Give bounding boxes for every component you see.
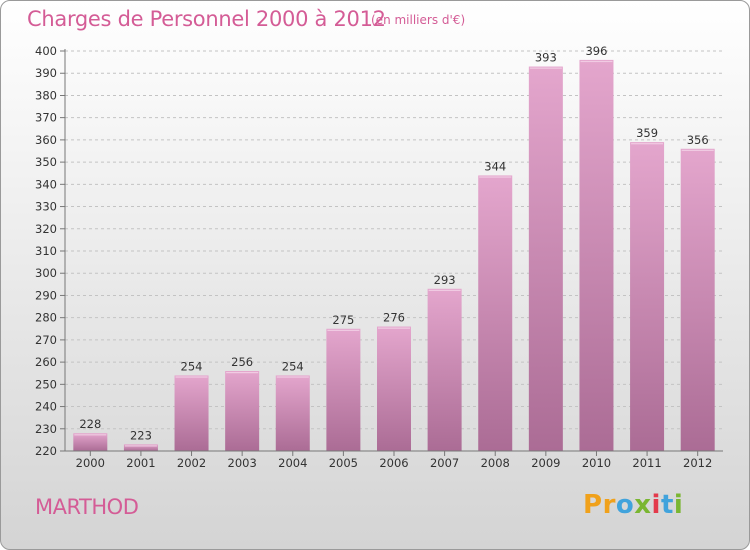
bar: [123, 444, 158, 451]
bar: [579, 59, 614, 452]
x-tick-label: 2000: [76, 456, 105, 470]
bar-highlight: [378, 327, 410, 329]
bar: [73, 433, 108, 451]
x-tick-label: 2004: [278, 456, 307, 470]
data-label: 228: [79, 417, 101, 431]
y-tick-label: 240: [35, 400, 57, 414]
bar: [630, 142, 665, 451]
bar: [377, 326, 411, 451]
proxiti-logo[interactable]: Proxiti: [583, 490, 683, 520]
bar: [680, 148, 715, 451]
x-tick-label: 2008: [481, 456, 510, 470]
bar-highlight: [681, 149, 714, 151]
bar-highlight: [276, 376, 309, 378]
bar-highlight: [124, 445, 157, 447]
x-tick-label: 2009: [531, 456, 560, 470]
y-tick-label: 220: [35, 444, 57, 458]
logo-letter: P: [583, 490, 603, 520]
y-tick-label: 360: [35, 133, 57, 147]
axes: [64, 49, 723, 456]
bar-highlight: [580, 60, 613, 63]
data-label: 254: [181, 359, 203, 373]
x-tick-label: 2010: [582, 456, 611, 470]
logo-letter: i: [673, 490, 684, 520]
bar: [174, 375, 209, 451]
chart-title: Charges de Personnel 2000 à 2012: [27, 7, 386, 31]
y-tick-label: 320: [35, 222, 57, 236]
logo-letter: r: [602, 490, 616, 520]
x-tick-label: 2005: [329, 456, 358, 470]
bar: [478, 175, 513, 451]
x-tick-label: 2011: [632, 456, 661, 470]
y-tick-label: 280: [35, 311, 57, 325]
bars: [73, 59, 715, 452]
data-label: 275: [332, 313, 354, 327]
x-tick-label: 2006: [379, 456, 408, 470]
bar-highlight: [529, 67, 562, 69]
y-tick-label: 350: [35, 155, 57, 169]
bar: [225, 371, 260, 451]
commune-name: MARTHOD: [35, 495, 139, 519]
x-tick-label: 2001: [126, 456, 155, 470]
bar: [326, 328, 361, 451]
y-tick-label: 270: [35, 333, 57, 347]
bar-highlight: [175, 376, 208, 378]
x-tick-labels: 2000 2001 2002 2003 2004 2005 2006 2007 2008 2009…: [76, 456, 713, 470]
y-tick-label: 330: [35, 200, 57, 214]
y-tick-labels: 220 230 240 250 260 270 280 290 300 310 320 330 340 3…: [35, 44, 57, 458]
y-tick-label: 400: [35, 44, 57, 58]
bar: [427, 288, 462, 451]
data-label: 396: [585, 44, 607, 58]
bar-highlight: [631, 143, 664, 145]
data-labels: 228 223 254 256 254 275 276 293 344 393 396 359 356: [79, 44, 708, 442]
y-tick-label: 390: [35, 66, 57, 80]
logo-letter: o: [615, 490, 635, 520]
data-label: 276: [383, 311, 405, 325]
y-tick-label: 230: [35, 422, 57, 436]
data-label: 393: [535, 51, 557, 65]
bar-highlight: [479, 176, 512, 178]
data-label: 254: [282, 359, 304, 373]
data-label: 344: [484, 159, 506, 173]
y-tick-label: 290: [35, 288, 57, 302]
bar-highlight: [327, 329, 360, 331]
bar: [528, 66, 563, 452]
y-tick-label: 370: [35, 111, 57, 125]
data-label: 223: [130, 428, 152, 442]
data-label: 256: [231, 355, 253, 369]
y-tick-label: 340: [35, 177, 57, 191]
x-tick-label: 2002: [177, 456, 206, 470]
x-tick-label: 2012: [683, 456, 712, 470]
bar-highlight: [74, 434, 107, 436]
bar: [275, 375, 310, 451]
y-tick-label: 300: [35, 266, 57, 280]
data-label: 359: [636, 126, 658, 140]
logo-letter: i: [651, 490, 661, 520]
y-tick-label: 250: [35, 377, 57, 391]
x-tick-label: 2007: [430, 456, 459, 470]
y-tick-label: 260: [35, 355, 57, 369]
logo-letter: t: [660, 490, 674, 520]
bar-highlight: [226, 372, 259, 374]
data-label: 293: [434, 273, 456, 287]
data-label: 356: [687, 133, 709, 147]
bar-highlight: [428, 289, 461, 291]
chart-unit: (en milliers d'€): [371, 13, 466, 27]
logo-letter: x: [634, 490, 652, 520]
y-tick-label: 380: [35, 88, 57, 102]
y-tick-label: 310: [35, 244, 57, 258]
x-tick-label: 2003: [228, 456, 257, 470]
